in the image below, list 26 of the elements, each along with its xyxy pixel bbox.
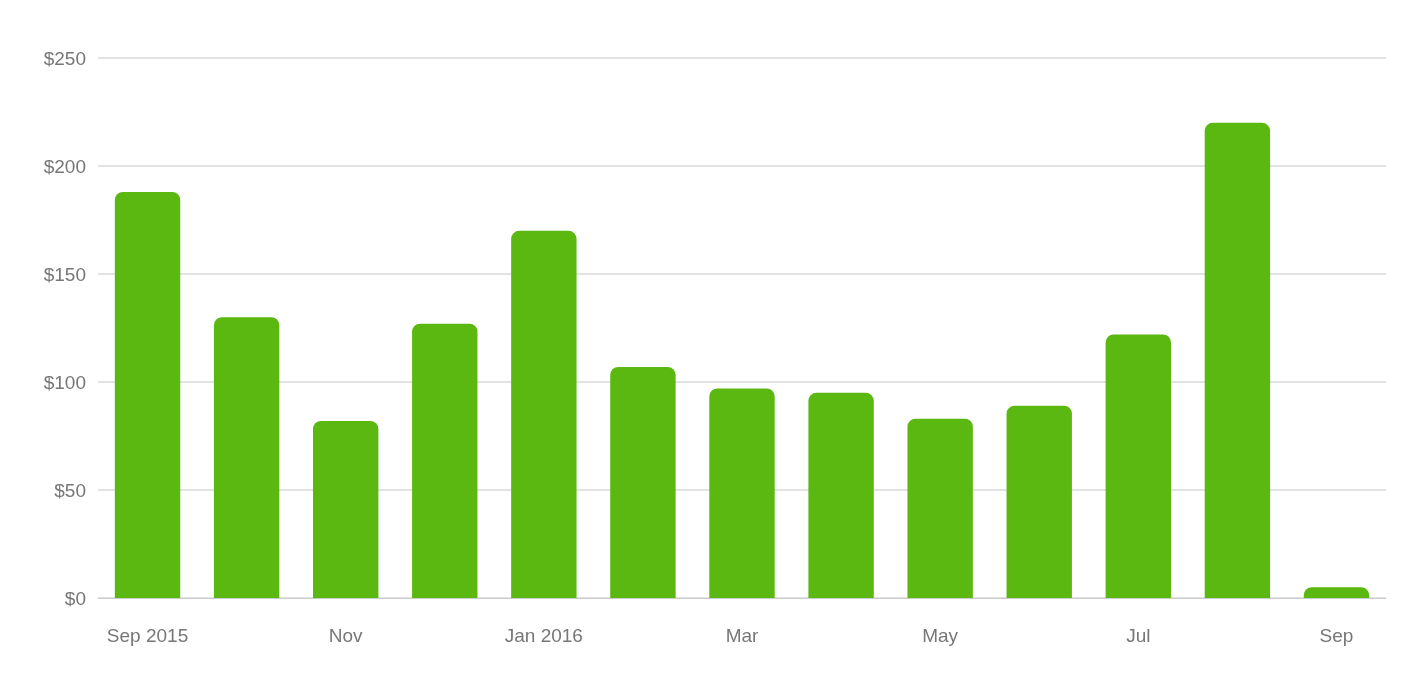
bar <box>114 191 181 598</box>
bar <box>610 366 676 598</box>
bar <box>1204 122 1271 598</box>
x-tick-label: Sep 2015 <box>106 625 189 646</box>
x-tick-label: Jan 2016 <box>504 625 583 646</box>
x-tick-label: Jul <box>1126 625 1151 646</box>
x-tick-label: Sep <box>1319 625 1354 646</box>
bar <box>511 230 577 598</box>
x-tick-label: May <box>922 625 959 646</box>
y-tick-label: $250 <box>43 47 86 69</box>
bar <box>907 418 973 598</box>
x-tick-label: Nov <box>328 625 364 646</box>
bar <box>1006 405 1072 598</box>
bar <box>1105 334 1171 598</box>
bar <box>313 420 379 598</box>
bar <box>709 388 775 598</box>
y-tick-label: $50 <box>54 479 86 501</box>
y-tick-label: $0 <box>64 587 86 609</box>
bar <box>412 323 478 598</box>
y-tick-label: $100 <box>43 371 86 393</box>
x-tick-label: Mar <box>725 625 760 646</box>
bar <box>213 317 280 598</box>
bar <box>808 392 874 598</box>
y-tick-label: $200 <box>43 155 86 177</box>
bar <box>1303 587 1370 598</box>
y-tick-label: $150 <box>43 263 86 285</box>
